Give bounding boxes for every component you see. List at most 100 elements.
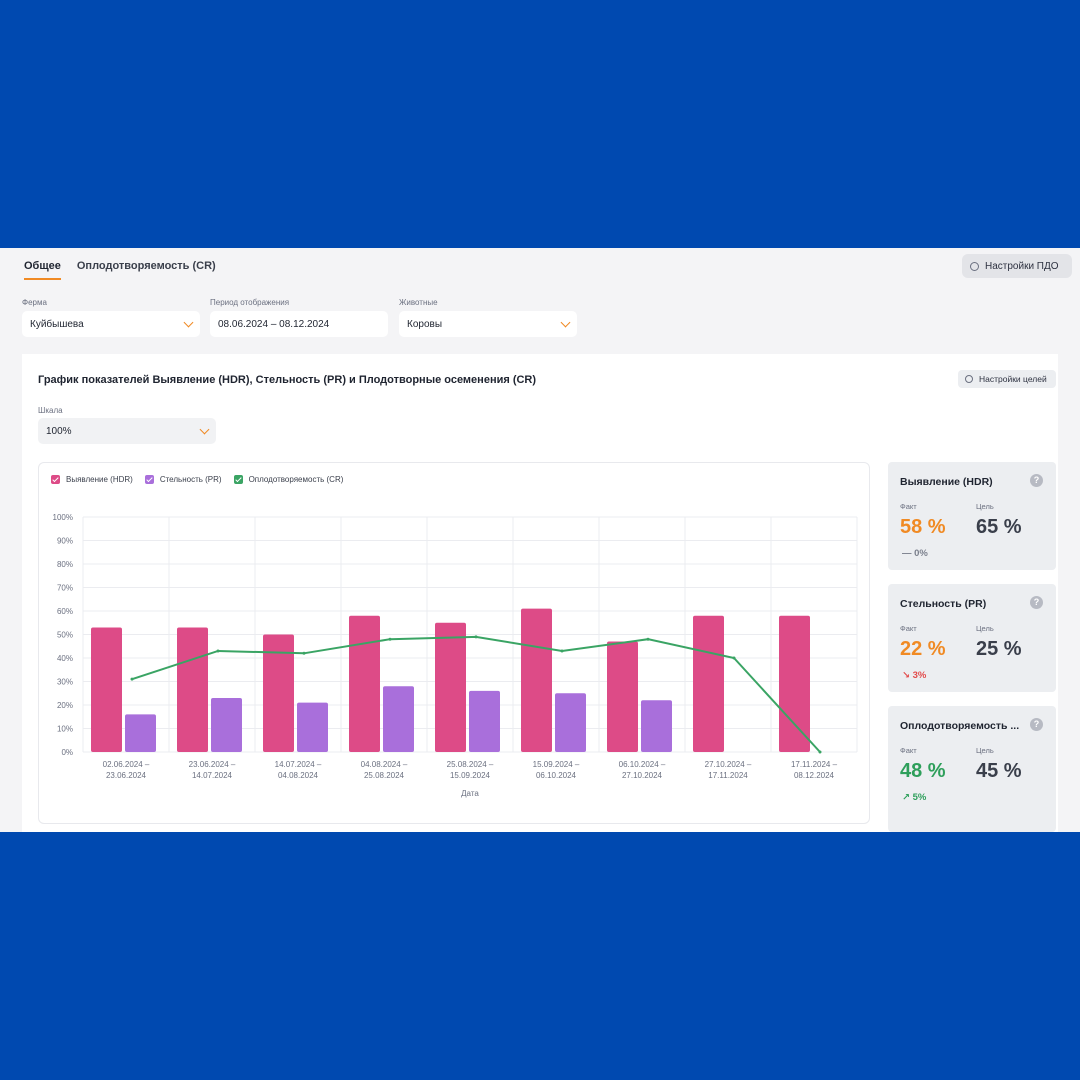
- bar-hdr: [177, 627, 208, 752]
- animals-select[interactable]: Коровы: [399, 311, 577, 337]
- bar-pr: [383, 686, 414, 752]
- goals-settings-button[interactable]: Настройки целей: [958, 370, 1056, 388]
- x-tick-label: 06.10.2024 –: [619, 760, 666, 769]
- bar-hdr: [263, 634, 294, 752]
- kpi-card-hdr: Выявление (HDR) ? Факт Цель 58 % 65 % — …: [888, 462, 1056, 570]
- kpi-delta: — 0%: [902, 548, 928, 559]
- farm-select[interactable]: Куйбышева: [22, 311, 200, 337]
- y-tick-label: 90%: [57, 537, 73, 546]
- app-window: Общее Оплодотворяемость (CR) Настройки П…: [0, 248, 1080, 832]
- x-tick-label: 15.09.2024: [450, 771, 491, 780]
- y-tick-label: 60%: [57, 607, 73, 616]
- kpi-fact-value: 58 %: [900, 516, 946, 538]
- x-tick-label: 23.06.2024: [106, 771, 147, 780]
- pdo-settings-button[interactable]: Настройки ПДО: [962, 254, 1072, 278]
- trend-up-icon: ↗: [902, 792, 910, 803]
- x-tick-label: 14.07.2024: [192, 771, 233, 780]
- x-tick-label: 02.06.2024 –: [103, 760, 150, 769]
- x-tick-label: 27.10.2024 –: [705, 760, 752, 769]
- goals-settings-label: Настройки целей: [979, 374, 1047, 384]
- point-cr: [474, 635, 478, 639]
- tab-bar: Общее Оплодотворяемость (CR): [24, 260, 232, 280]
- animals-select-value: Коровы: [407, 318, 443, 330]
- farm-filter: Ферма Куйбышева: [22, 298, 200, 337]
- legend-label-hdr: Выявление (HDR): [66, 475, 133, 484]
- x-tick-label: 04.08.2024 –: [361, 760, 408, 769]
- animals-filter-label: Животные: [399, 298, 438, 307]
- kpi-fact-label: Факт: [900, 502, 917, 511]
- legend-label-cr: Оплодотворяемость (CR): [248, 475, 344, 484]
- farm-filter-label: Ферма: [22, 298, 47, 307]
- tab-conception-rate[interactable]: Оплодотворяемость (CR): [76, 260, 216, 272]
- x-tick-label: 08.12.2024: [794, 771, 835, 780]
- chevron-down-icon: [560, 317, 571, 328]
- chart-card: График показателей Выявление (HDR), Стел…: [22, 354, 1058, 832]
- checkbox-checked-icon: [51, 475, 60, 484]
- kpi-delta-value: 5%: [912, 792, 927, 803]
- point-cr: [130, 677, 134, 681]
- scale-select-value: 100%: [46, 425, 72, 437]
- legend-item-hdr[interactable]: Выявление (HDR): [51, 475, 133, 484]
- kpi-fact-label: Факт: [900, 624, 917, 633]
- help-icon[interactable]: ?: [1030, 718, 1043, 731]
- y-tick-label: 30%: [57, 678, 73, 687]
- kpi-goal-value: 65 %: [976, 516, 1022, 538]
- x-tick-label: 23.06.2024 –: [189, 760, 236, 769]
- point-cr: [302, 651, 306, 655]
- scale-label: Шкала: [38, 406, 63, 415]
- kpi-goal-label: Цель: [976, 746, 994, 755]
- kpi-delta-value: 3%: [912, 670, 927, 681]
- point-cr: [646, 637, 650, 641]
- bar-hdr: [349, 615, 380, 752]
- point-cr: [560, 649, 564, 653]
- chevron-down-icon: [199, 424, 210, 435]
- period-filter: Период отображения 08.06.2024 – 08.12.20…: [210, 298, 388, 337]
- bar-pr: [125, 714, 156, 752]
- point-cr: [216, 649, 220, 653]
- y-tick-label: 0%: [61, 748, 73, 757]
- point-cr: [732, 656, 736, 660]
- bar-hdr: [435, 622, 466, 752]
- chevron-down-icon: [183, 317, 194, 328]
- x-tick-label: 15.09.2024 –: [533, 760, 580, 769]
- legend-item-pr[interactable]: Стельность (PR): [144, 475, 222, 484]
- y-tick-label: 40%: [57, 654, 73, 663]
- bar-hdr: [779, 615, 810, 752]
- kpi-delta: ↘ 3%: [902, 670, 926, 681]
- chart-legend: Выявление (HDR) Стельность (PR) Оплодотв…: [51, 475, 343, 484]
- point-cr: [388, 637, 392, 641]
- checkbox-checked-icon: [233, 475, 243, 484]
- period-input[interactable]: 08.06.2024 – 08.12.2024: [210, 311, 388, 337]
- bar-pr: [641, 700, 672, 752]
- help-icon[interactable]: ?: [1030, 474, 1043, 487]
- kpi-delta: ↗ 5%: [902, 792, 926, 803]
- kpi-title: Стельность (PR): [900, 598, 987, 610]
- kpi-fact-value: 48 %: [900, 760, 946, 782]
- x-tick-label: 25.08.2024: [364, 771, 405, 780]
- help-icon[interactable]: ?: [1030, 596, 1043, 609]
- bar-pr: [555, 693, 586, 752]
- bar-hdr: [521, 608, 552, 752]
- bar-pr: [469, 690, 500, 752]
- scale-select[interactable]: 100%: [38, 418, 216, 444]
- x-tick-label: 04.08.2024: [278, 771, 319, 780]
- tab-general[interactable]: Общее: [24, 260, 61, 280]
- bar-hdr: [607, 641, 638, 752]
- kpi-fact-label: Факт: [900, 746, 917, 755]
- period-filter-label: Период отображения: [210, 298, 290, 307]
- y-tick-label: 50%: [57, 631, 73, 640]
- x-tick-label: 14.07.2024 –: [275, 760, 322, 769]
- legend-item-cr[interactable]: Оплодотворяемость (CR): [233, 475, 344, 484]
- x-tick-label: 17.11.2024 –: [791, 760, 838, 769]
- kpi-goal-value: 45 %: [976, 760, 1022, 782]
- bar-hdr: [693, 615, 724, 752]
- kpi-title: Оплодотворяемость ...: [900, 720, 1020, 732]
- kpi-card-cr: Оплодотворяемость ... ? Факт Цель 48 % 4…: [888, 706, 1056, 832]
- chart-container: Выявление (HDR) Стельность (PR) Оплодотв…: [38, 462, 870, 824]
- animals-filter: Животные Коровы: [399, 298, 577, 337]
- gear-icon: [965, 375, 973, 383]
- y-tick-label: 20%: [57, 701, 73, 710]
- trend-flat-icon: —: [902, 548, 912, 559]
- y-tick-label: 10%: [57, 725, 73, 734]
- kpi-title: Выявление (HDR): [900, 476, 993, 488]
